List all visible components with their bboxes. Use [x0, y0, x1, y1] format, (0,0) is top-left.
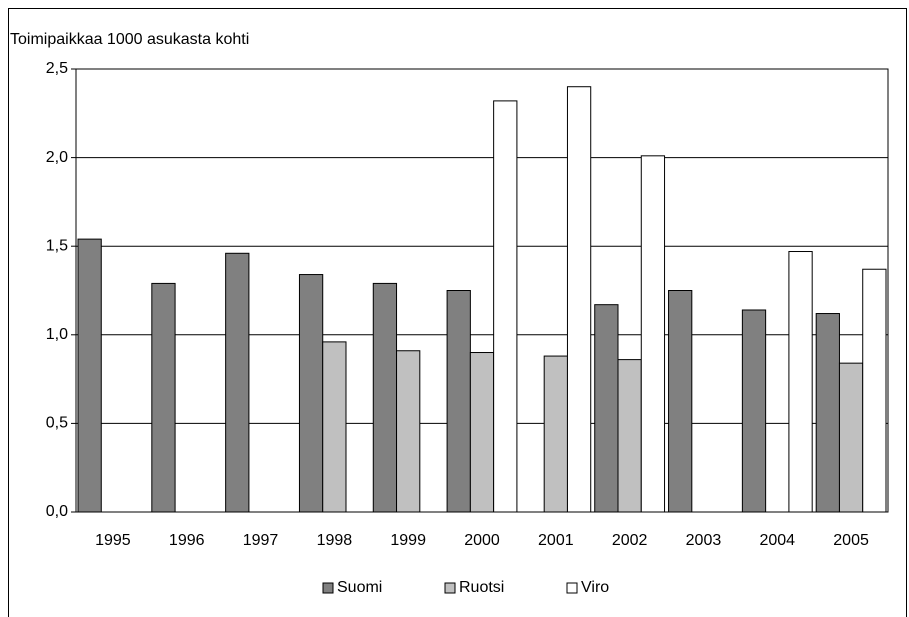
- x-tick-label: 2002: [612, 532, 648, 549]
- x-tick-label: 1995: [95, 532, 131, 549]
- bar: [617, 359, 642, 513]
- bar: [566, 86, 592, 513]
- bar: [493, 100, 518, 513]
- bar: [788, 251, 813, 513]
- x-tick-label: 2001: [538, 532, 574, 549]
- bar: [862, 268, 887, 513]
- bar: [668, 290, 693, 513]
- bar: [322, 341, 347, 513]
- bar: [594, 304, 619, 513]
- legend-label: Suomi: [337, 579, 382, 596]
- bar: [372, 282, 398, 513]
- y-tick-label: 1,0: [46, 326, 68, 343]
- bar: [225, 252, 250, 513]
- x-tick-label: 2005: [833, 532, 869, 549]
- x-tick-label: 1997: [243, 532, 279, 549]
- bar: [446, 290, 471, 513]
- y-tick-label: 0,0: [46, 503, 68, 520]
- x-tick-label: 2000: [464, 532, 500, 549]
- y-tick-label: 1,5: [46, 237, 68, 254]
- y-tick-label: 2,5: [46, 60, 68, 77]
- bar: [151, 282, 176, 513]
- bar: [77, 238, 102, 513]
- legend-swatch: [566, 582, 578, 594]
- x-tick-label: 1998: [317, 532, 353, 549]
- y-tick-label: 2,0: [46, 149, 68, 166]
- y-tick-label: 0,5: [46, 415, 68, 432]
- legend-label: Viro: [581, 579, 609, 596]
- plot-border: [75, 68, 889, 513]
- bar: [838, 362, 864, 513]
- bar: [640, 155, 666, 513]
- legend-swatch: [444, 582, 456, 594]
- legend-label: Ruotsi: [459, 579, 504, 596]
- x-tick-label: 1999: [390, 532, 426, 549]
- legend-swatch: [322, 582, 334, 594]
- bar: [741, 309, 767, 513]
- x-tick-label: 2003: [686, 532, 722, 549]
- bar: [543, 355, 568, 513]
- x-tick-label: 1996: [169, 532, 205, 549]
- bar: [298, 274, 324, 513]
- bar: [815, 313, 840, 513]
- bar: [396, 350, 421, 513]
- y-axis-title: Toimipaikkaa 1000 asukasta kohti: [10, 31, 249, 48]
- bar: [469, 352, 495, 513]
- x-tick-label: 2004: [759, 532, 795, 549]
